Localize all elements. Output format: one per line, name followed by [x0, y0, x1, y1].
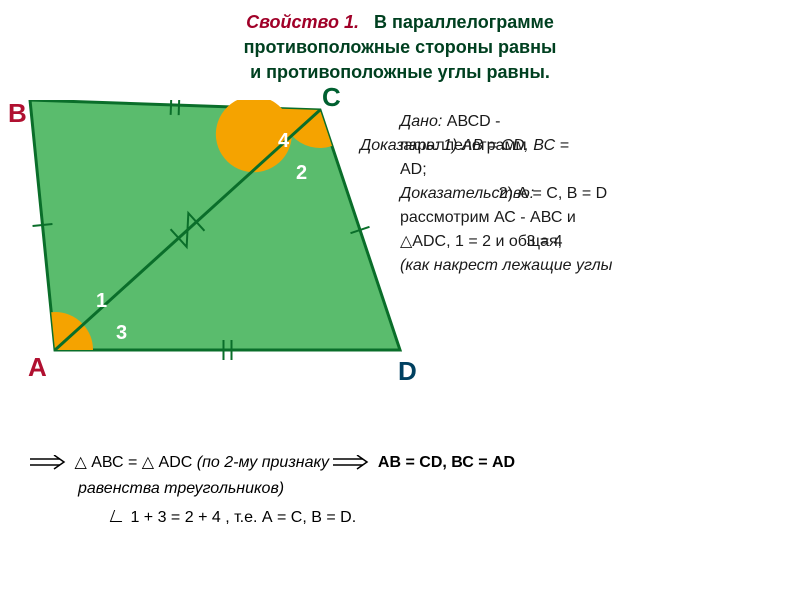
arrow-icon-2: [333, 455, 373, 471]
vertex-D: D: [398, 356, 417, 387]
bt-1c: АВ = СD, ВС = АD: [378, 454, 515, 471]
angle-icon: [110, 510, 126, 522]
vertex-C: C: [322, 82, 341, 113]
title-highlight: Свойство 1.: [246, 12, 359, 32]
right-text: Дано: АВСD - параллелограмм Доказать: 1)…: [400, 110, 800, 278]
bottom-text: △ АВС = △ АDС (по 2-му признаку АВ = СD,…: [30, 450, 770, 531]
bt-row1: △ АВС = △ АDС (по 2-му признаку АВ = СD,…: [30, 450, 770, 476]
rt-1b: АВСD -: [447, 113, 501, 130]
rt-1: Дано: АВСD -: [400, 110, 800, 134]
rt-2: параллелограмм Доказать: 1) АВ = СD, ВС …: [400, 134, 800, 158]
vertex-A: A: [28, 352, 47, 383]
angle-3: 3: [116, 322, 127, 345]
arrow-icon: [30, 455, 70, 471]
title-main-1: В параллелограмме: [374, 12, 554, 32]
vertex-B: B: [8, 98, 27, 129]
rt-6a: △АDС,: [400, 233, 451, 250]
rt-5: рассмотрим АС - АВС и: [400, 206, 800, 230]
title-line-3: и противоположные углы равны.: [20, 60, 780, 85]
title-block: Свойство 1. В параллелограмме противопол…: [0, 0, 800, 92]
angle-2: 2: [296, 162, 307, 185]
rt-7: (как накрест лежащие углы: [400, 254, 800, 278]
rt-6c: 3 = 4: [527, 233, 563, 250]
title-line-1: Свойство 1. В параллелограмме: [20, 10, 780, 35]
bt-row3: 1 + 3 = 2 + 4 , т.е. А = С, В = D.: [110, 505, 770, 531]
angle-4: 4: [278, 130, 289, 153]
bt-3: 1 + 3 = 2 + 4 , т.е. А = С, В = D.: [130, 509, 356, 526]
bt-row2: равенства треугольников): [78, 476, 770, 502]
rt-1a: Дано:: [400, 113, 447, 130]
bt-1b: (по 2-му признаку: [197, 454, 329, 471]
angle-1: 1: [96, 290, 107, 313]
bt-1a: △ АВС = △ АDС: [74, 454, 196, 471]
title-line-2: противоположные стороны равны: [20, 35, 780, 60]
rt-4: Доказательство: 2) А = С, В = D: [400, 182, 800, 206]
rt-4b: 2) А = С, В = D: [499, 185, 607, 202]
rt-6: △АDС, 1 = 2 и общая, 3 = 4: [400, 230, 800, 254]
rt-2b: Доказать: 1) АВ = СD, ВС =: [360, 134, 569, 158]
rt-3: АD;: [400, 158, 800, 182]
